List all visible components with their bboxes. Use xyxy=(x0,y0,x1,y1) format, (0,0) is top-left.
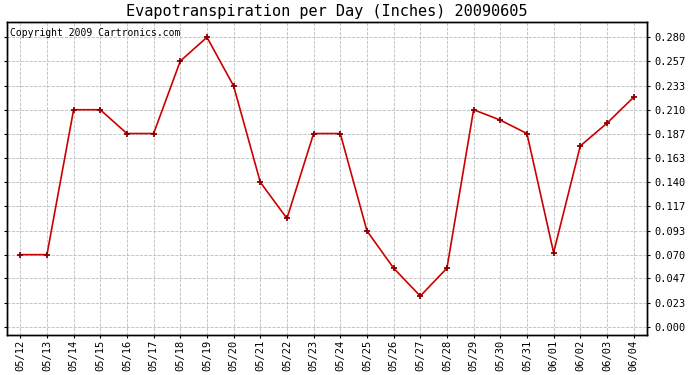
Title: Evapotranspiration per Day (Inches) 20090605: Evapotranspiration per Day (Inches) 2009… xyxy=(126,4,528,19)
Text: Copyright 2009 Cartronics.com: Copyright 2009 Cartronics.com xyxy=(10,28,181,38)
